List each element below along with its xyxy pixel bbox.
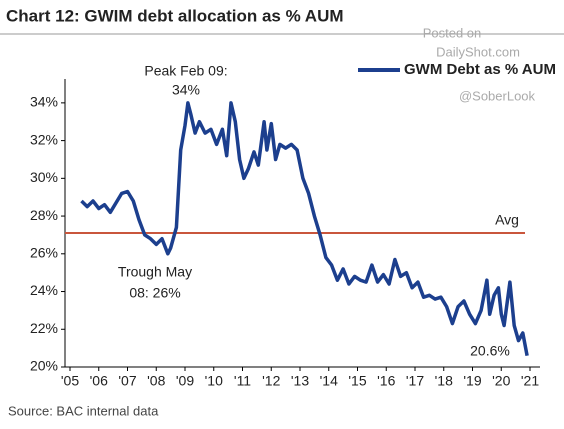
x-tick-label: '16 [377,373,395,389]
annotation: Trough May [118,264,192,280]
x-tick-label: '15 [348,373,366,389]
y-tick-label: 30% [30,169,58,185]
y-tick-label: 34% [30,94,58,110]
x-tick-label: '14 [320,373,338,389]
source: Source: BAC internal data [8,403,159,418]
y-tick-label: 20% [30,358,58,374]
x-tick-label: '12 [262,373,280,389]
y-tick-label: 32% [30,131,58,147]
x-tick-label: '10 [205,373,223,389]
annotation: 20.6% [470,343,510,359]
x-tick-label: '09 [176,373,194,389]
x-tick-label: '19 [463,373,481,389]
x-tick-label: '11 [234,373,251,389]
average-label: Avg [495,212,519,228]
y-tick-label: 22% [30,320,58,336]
x-tick-label: '07 [118,373,136,389]
line [80,101,529,357]
x-tick-label: '17 [406,373,424,389]
watermark: Posted on [423,25,482,40]
y-tick-label: 28% [30,207,58,223]
annotation: 08: 26% [129,285,180,301]
x-tick-label: '21 [521,373,539,389]
y-tick-label: 24% [30,282,58,298]
annotation: 34% [172,82,200,98]
x-tick-label: '05 [61,373,79,389]
x-tick-label: '13 [291,373,309,389]
annotation: Peak Feb 09: [144,63,227,79]
x-tick-label: '18 [435,373,453,389]
watermark: DailyShot.com [436,44,520,59]
x-tick-label: '08 [147,373,165,389]
y-tick-label: 26% [30,245,58,261]
x-tick-label: '06 [90,373,108,389]
chart-title: Chart 12: GWIM debt allocation as % AUM [6,6,344,25]
legend-label: GWM Debt as % AUM [404,61,556,78]
watermark: @SoberLook [459,88,536,103]
x-tick-label: '20 [492,373,510,389]
